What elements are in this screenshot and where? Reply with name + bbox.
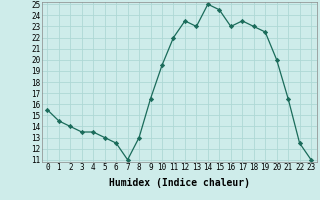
X-axis label: Humidex (Indice chaleur): Humidex (Indice chaleur) bbox=[109, 178, 250, 188]
